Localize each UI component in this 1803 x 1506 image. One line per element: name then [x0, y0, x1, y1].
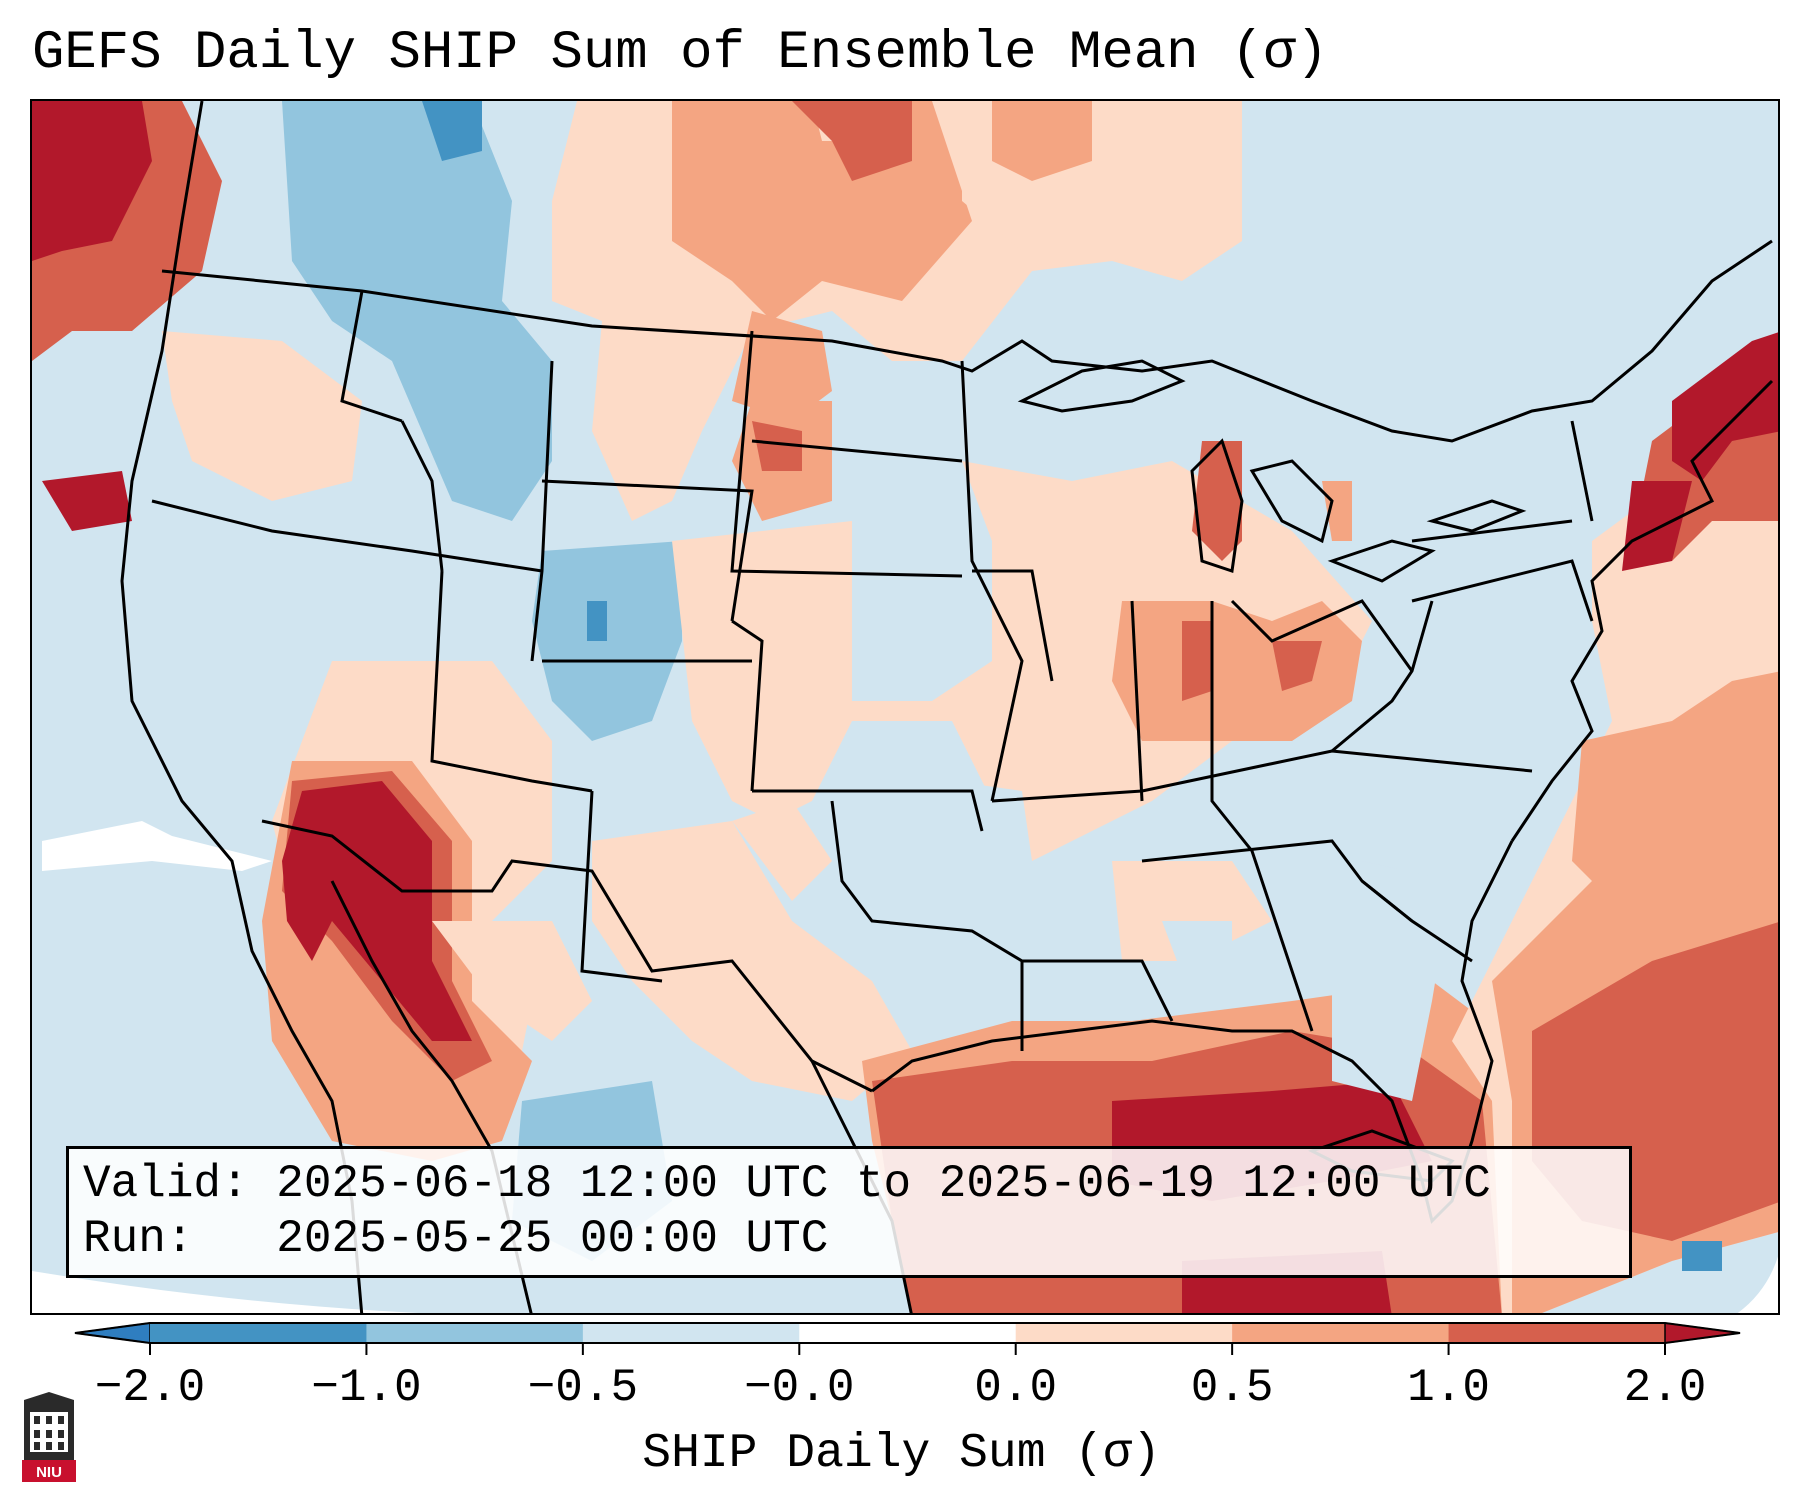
colorbar-tick-label: 0.5 [1190, 1362, 1274, 1414]
colorbar-tick-label: −0.5 [527, 1362, 639, 1414]
colorbar-segment [1448, 1323, 1666, 1343]
valid-value: 2025-06-18 12:00 UTC to 2025-06-19 12:00… [276, 1158, 1491, 1210]
colorbar-tick-label: −1.0 [311, 1362, 422, 1414]
map-title: GEFS Daily SHIP Sum of Ensemble Mean (σ) [32, 23, 1329, 84]
niu-logo: NIU [22, 1392, 76, 1482]
map-panel[interactable] [30, 99, 1780, 1315]
colorbar-segment [366, 1323, 584, 1343]
valid-line: Valid: 2025-06-18 12:00 UTC to 2025-06-1… [83, 1157, 1615, 1212]
atlantic-anomaly [1452, 332, 1778, 1313]
southeast-cool [1332, 861, 1452, 1101]
run-value: 2025-05-25 00:00 UTC [276, 1213, 829, 1265]
run-label: Run: [83, 1213, 194, 1265]
colorbar-over-extend [1664, 1322, 1741, 1344]
pacific-northwest-anomaly [32, 101, 362, 531]
colorbar-segment [1232, 1323, 1450, 1343]
colorbar-segment [582, 1323, 800, 1343]
colorbar-under-extend [74, 1322, 151, 1344]
outside-projection [32, 1271, 419, 1313]
political-boundaries [120, 101, 1774, 1313]
south-central-patches [592, 781, 1272, 1101]
southwest-anomaly [262, 661, 592, 1161]
valid-time-box: Valid: 2025-06-18 12:00 UTC to 2025-06-1… [66, 1146, 1632, 1278]
colorbar-tick-label: 0.0 [974, 1362, 1058, 1414]
northern-plains-anomaly [552, 101, 1242, 521]
colorbar-tick-label: 2.0 [1623, 1362, 1707, 1414]
missing-data-strip [42, 821, 272, 871]
colorbar-tick-label: −0.0 [744, 1362, 855, 1414]
valid-label: Valid: [83, 1158, 249, 1210]
colorbar [74, 1322, 1741, 1355]
colorbar-segment [799, 1323, 1017, 1343]
colorbar-tick-label: 1.0 [1407, 1362, 1490, 1414]
colorbar-segment [150, 1323, 367, 1343]
colorbar-segment [1015, 1323, 1233, 1343]
colorbar-tick-label: −2.0 [94, 1362, 206, 1414]
logo-text: NIU [36, 1464, 62, 1481]
outside-projection-east [1737, 1256, 1778, 1313]
colorbar-title: SHIP Daily Sum (σ) [642, 1427, 1161, 1481]
ship-anomaly-map [32, 101, 1778, 1313]
run-line: Run: 2025-05-25 00:00 UTC [83, 1212, 1615, 1267]
